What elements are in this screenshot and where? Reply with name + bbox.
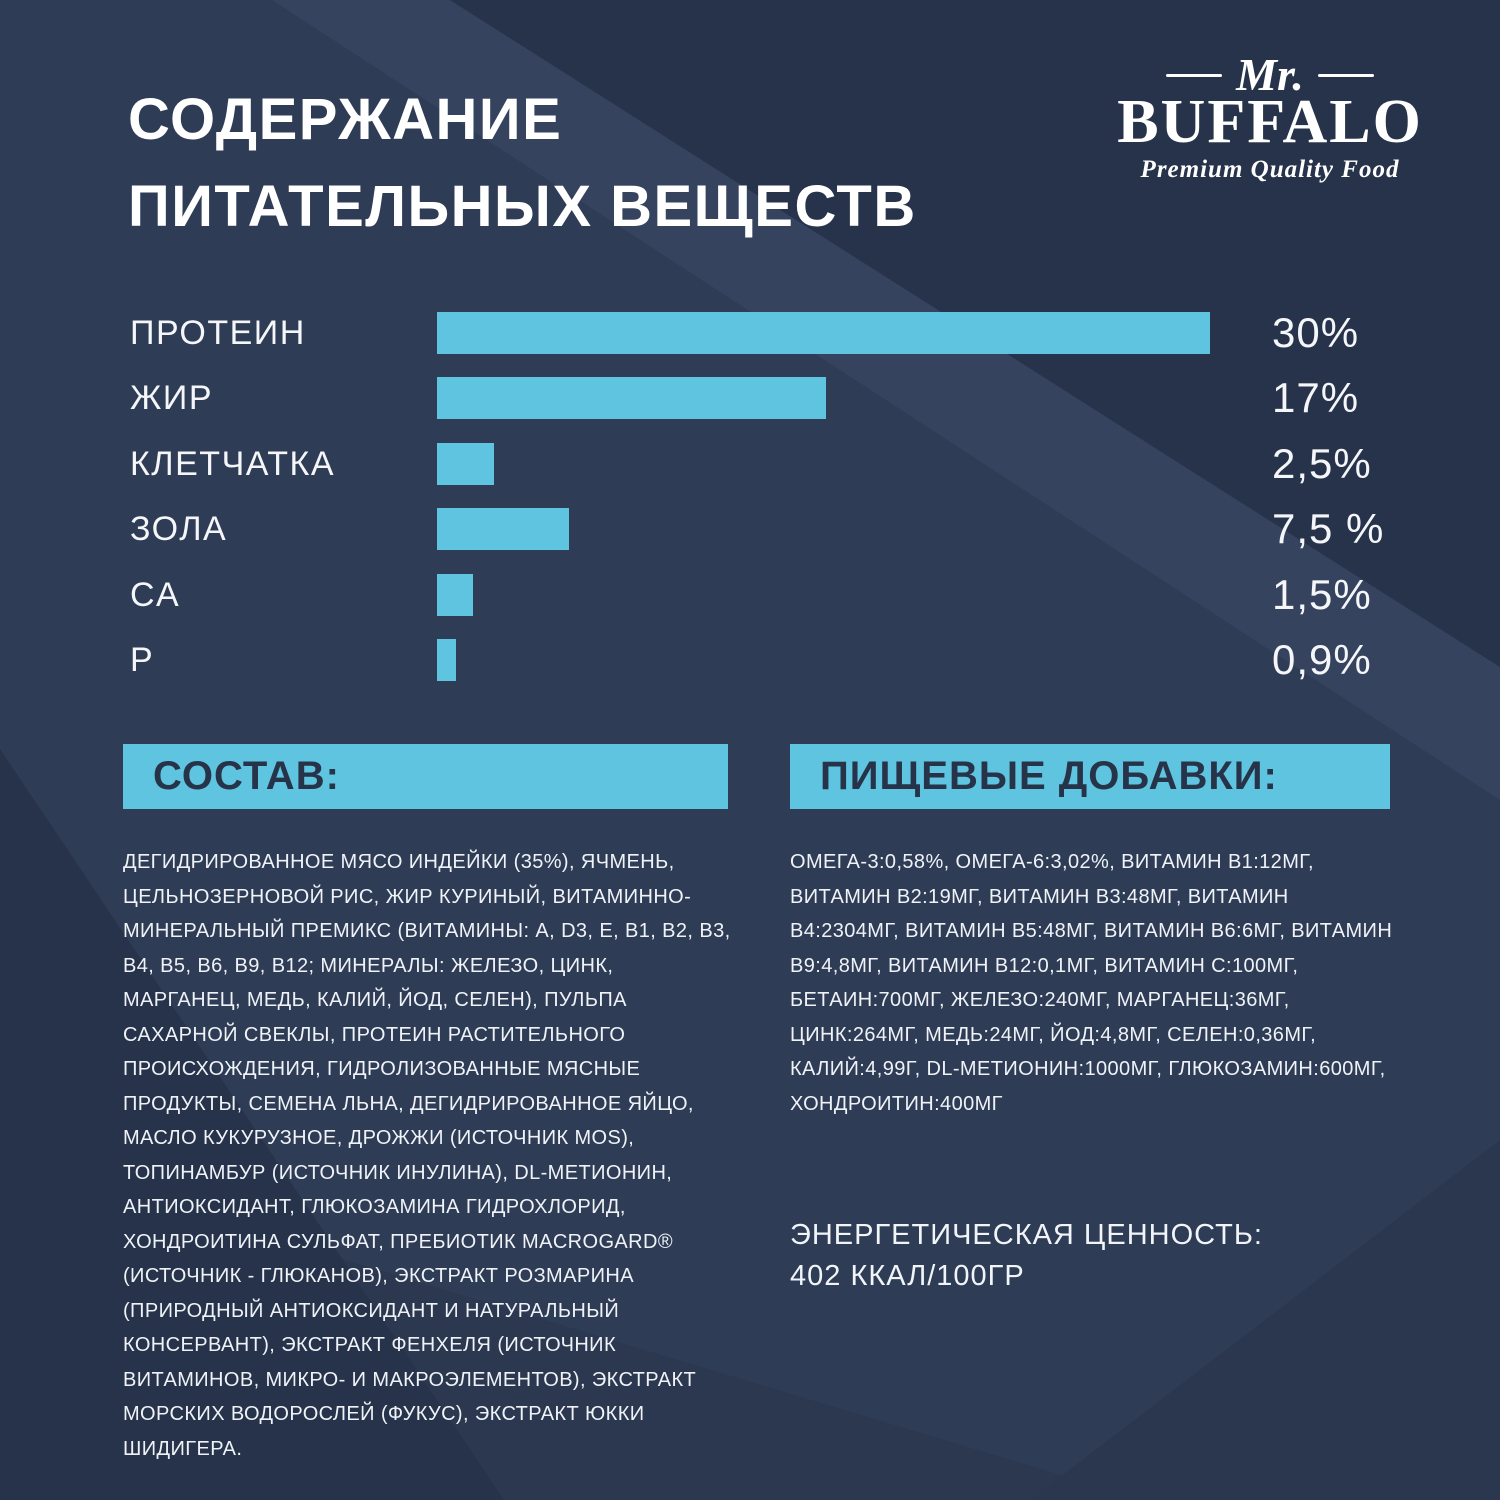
chart-category-label: ПРОТЕИН — [130, 314, 306, 352]
page-title: СОДЕРЖАНИЕ ПИТАТЕЛЬНЫХ ВЕЩЕСТВ — [128, 76, 917, 250]
energy-value-amount: 402 ККАЛ/100ГР — [790, 1260, 1025, 1292]
additives-body-text: ОМЕГА-3:0,58%, ОМЕГА-6:3,02%, ВИТАМИН B1… — [790, 851, 1393, 1115]
logo-right-dash — [1317, 73, 1374, 77]
chart-bar — [437, 443, 494, 485]
chart-value-label: 2,5% — [1272, 440, 1372, 487]
energy-value-label: ЭНЕРГЕТИЧЕСКАЯ ЦЕННОСТЬ: — [790, 1219, 1263, 1251]
chart-value-label: 7,5 % — [1272, 505, 1385, 552]
chart-bar — [437, 377, 826, 419]
page-title-line2: ПИТАТЕЛЬНЫХ ВЕЩЕСТВ — [128, 174, 917, 239]
logo-left-dash — [1166, 73, 1223, 77]
additives-section-header: ПИЩЕВЫЕ ДОБАВКИ: — [790, 744, 1390, 809]
chart-value-label: 1,5% — [1272, 571, 1372, 618]
composition-body-text: ДЕГИДРИРОВАННОЕ МЯСО ИНДЕЙКИ (35%), ЯЧМЕ… — [123, 851, 731, 1460]
chart-bar — [437, 508, 569, 550]
chart-row: ЗОЛА 7,5 % — [0, 508, 1500, 550]
logo-brand-name: BUFFALO — [1117, 88, 1423, 156]
chart-category-label: ЗОЛА — [130, 510, 228, 548]
chart-row: КЛЕТЧАТКА 2,5% — [0, 443, 1500, 485]
chart-row: ПРОТЕИН 30% — [0, 312, 1500, 354]
chart-value-label: 30% — [1272, 309, 1360, 356]
chart-category-label: CA — [130, 576, 181, 614]
logo-tagline: Premium Quality Food — [1140, 156, 1400, 183]
chart-category-label: ЖИР — [130, 379, 214, 417]
chart-value-label: 17% — [1272, 374, 1360, 421]
page-title-line1: СОДЕРЖАНИЕ — [128, 87, 563, 152]
chart-value-label: 0,9% — [1272, 636, 1372, 683]
chart-bar — [437, 312, 1210, 354]
energy-value-block: ЭНЕРГЕТИЧЕСКАЯ ЦЕННОСТЬ: 402 ККАЛ/100ГР — [790, 1215, 1263, 1297]
chart-category-label: P — [130, 641, 155, 679]
chart-row: CA 1,5% — [0, 574, 1500, 616]
chart-bar — [437, 574, 473, 616]
composition-section-header: СОСТАВ: — [123, 744, 728, 809]
brand-logo-mr-row: Mr. — [1085, 50, 1455, 100]
chart-row: ЖИР 17% — [0, 377, 1500, 419]
chart-row: P 0,9% — [0, 639, 1500, 681]
brand-logo: Mr. BUFFALO Premium Quality Food — [1085, 50, 1455, 184]
chart-category-label: КЛЕТЧАТКА — [130, 445, 335, 483]
nutrient-bar-chart: ПРОТЕИН 30% ЖИР 17% КЛЕТЧАТКА 2,5% ЗОЛА … — [0, 312, 1500, 692]
chart-bar — [437, 639, 456, 681]
logo-mr-text: Mr. — [1236, 49, 1304, 100]
